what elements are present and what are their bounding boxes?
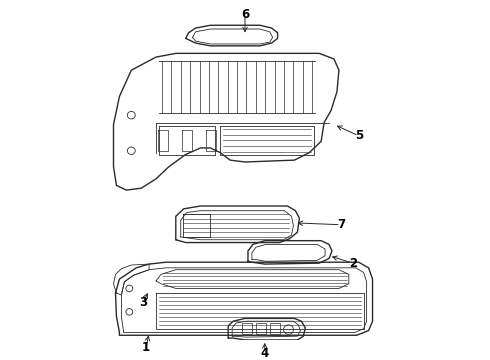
Text: 2: 2 [349, 257, 357, 270]
Text: 7: 7 [337, 218, 345, 231]
Bar [270, 323, 280, 334]
Text: 5: 5 [355, 129, 363, 142]
Text: 3: 3 [139, 296, 147, 309]
Text: 1: 1 [142, 341, 150, 354]
Text: 6: 6 [241, 8, 249, 21]
Bar [256, 323, 266, 334]
Text: 4: 4 [261, 347, 269, 360]
Bar [242, 323, 252, 334]
